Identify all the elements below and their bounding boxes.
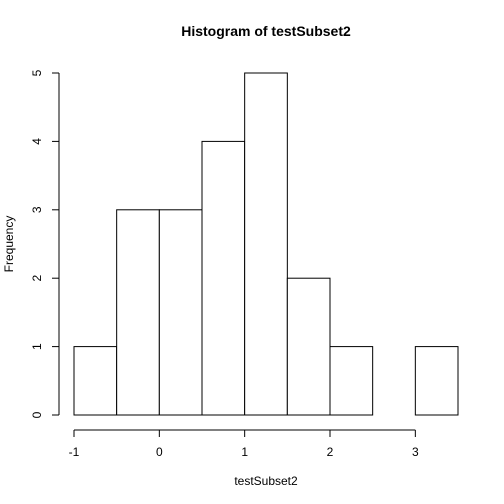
histogram-bar — [159, 210, 202, 415]
histogram-bar — [245, 73, 288, 415]
y-tick-label: 1 — [30, 343, 44, 350]
y-tick-label: 4 — [30, 138, 44, 145]
histogram-bar — [117, 210, 160, 415]
x-axis-label: testSubset2 — [234, 474, 298, 488]
chart-title: Histogram of testSubset2 — [181, 23, 351, 39]
y-tick-label: 2 — [30, 275, 44, 282]
y-tick-label: 5 — [30, 69, 44, 76]
y-tick-label: 3 — [30, 206, 44, 213]
histogram-bar — [202, 141, 245, 415]
x-tick-label: 2 — [327, 445, 334, 459]
x-tick-label: 0 — [156, 445, 163, 459]
x-tick-label: -1 — [69, 445, 80, 459]
x-tick-label: 1 — [241, 445, 248, 459]
y-axis-label: Frequency — [2, 216, 16, 273]
histogram-bar — [415, 347, 458, 415]
x-tick-label: 3 — [412, 445, 419, 459]
histogram-bar — [330, 347, 373, 415]
histogram-bar — [74, 347, 117, 415]
histogram-bar — [287, 278, 330, 415]
y-tick-label: 0 — [30, 411, 44, 418]
